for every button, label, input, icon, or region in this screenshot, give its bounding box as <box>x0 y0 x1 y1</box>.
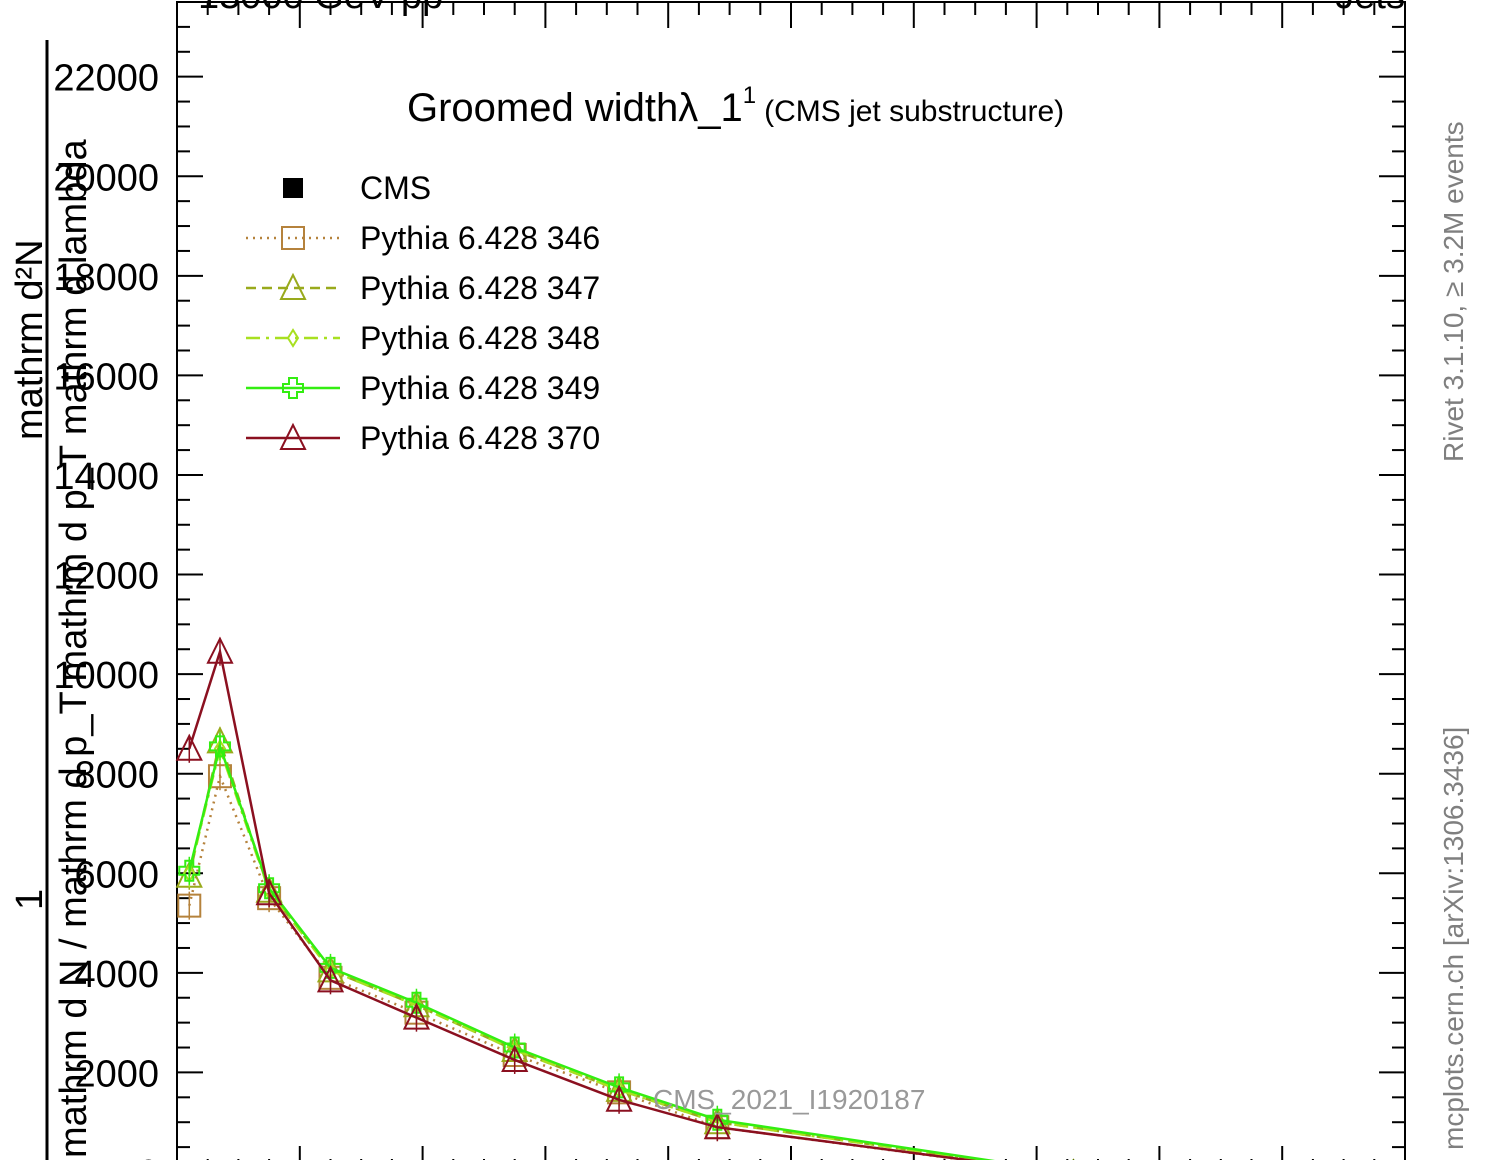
y-tick-label: 22000 <box>53 58 159 100</box>
legend-item: Pythia 6.428 349 <box>246 370 600 406</box>
y-tick-label: 4000 <box>74 954 159 996</box>
legend-label: Pythia 6.428 349 <box>360 370 600 406</box>
legend-label: Pythia 6.428 370 <box>360 420 600 456</box>
axes: 0 2000 4000 6000 8000 10000 12000 14000 16000 180… <box>53 1 1406 1160</box>
y-label-one: 1 <box>9 889 51 910</box>
y-tick-label: 10000 <box>53 655 159 697</box>
chart-title-sub: (CMS jet substructure) <box>764 95 1064 128</box>
data-point <box>706 1108 729 1131</box>
series-3 <box>183 734 1075 1160</box>
data-point <box>501 1044 529 1072</box>
watermark: CMS_2021_I1920187 <box>653 1084 925 1115</box>
chart-title-sup: 1 <box>743 82 756 109</box>
series-line <box>188 646 977 1160</box>
data-point <box>608 1076 631 1099</box>
legend-label: Pythia 6.428 347 <box>360 270 600 306</box>
legend-item: Pythia 6.428 346 <box>246 220 600 256</box>
y-tick-label: 8000 <box>74 755 159 797</box>
legend-marker <box>283 178 303 198</box>
y-tick-label: 14000 <box>53 456 159 498</box>
header-left: 13000 GeV pp <box>198 0 443 17</box>
series-5 <box>175 636 1075 1160</box>
series-4 <box>178 732 1075 1160</box>
data-point <box>178 859 201 882</box>
legend-marker <box>281 226 305 250</box>
legend-item: CMS <box>283 170 431 206</box>
series-line <box>188 736 989 1160</box>
data-point <box>402 1002 431 1030</box>
legend-marker <box>279 422 307 450</box>
data-point <box>175 733 203 761</box>
y-tick-label: 12000 <box>53 556 159 598</box>
chart-title-main: Groomed width <box>407 86 678 130</box>
legend-item: Pythia 6.428 348 <box>246 320 600 356</box>
series-line <box>188 744 989 1160</box>
y-tick-label: 2000 <box>74 1053 159 1095</box>
legend: CMS Pythia 6.428 346 Pythia 6.428 347 Pythi… <box>246 170 600 456</box>
data-point <box>503 1036 526 1059</box>
legend-label: CMS <box>360 170 431 206</box>
legend-label: Pythia 6.428 348 <box>360 320 600 356</box>
legend-item: Pythia 6.428 347 <box>246 270 600 306</box>
chart-title-symbol: λ_1 <box>678 86 743 130</box>
rivet-label: Rivet 3.1.10, ≥ 3.2M events <box>1438 121 1469 462</box>
y-axis-label: mathrm d²N 1 mathrm d N / mathrm d p_T m… <box>9 40 95 1160</box>
y-tick-label: 6000 <box>74 854 159 896</box>
chart-title: Groomed widthλ_11 (CMS jet substructure) <box>407 82 1064 130</box>
header-right: Jets <box>1335 0 1405 17</box>
legend-item: Pythia 6.428 370 <box>246 420 600 456</box>
series-line <box>188 741 996 1160</box>
mcplots-label: mcplots.cern.ch [arXiv:1306.3436] <box>1438 727 1469 1150</box>
y-tick-label: 18000 <box>53 257 159 299</box>
series-line <box>188 772 974 1160</box>
data-point <box>703 1111 731 1140</box>
legend-marker <box>282 377 304 399</box>
data-point <box>255 877 283 906</box>
legend-marker <box>279 272 307 300</box>
data-point <box>206 636 234 664</box>
legend-label: Pythia 6.428 346 <box>360 220 600 256</box>
y-label-denominator: mathrm d N / mathrm d p_T mathrm d p_T m… <box>53 139 95 1158</box>
data-point <box>605 1084 633 1112</box>
data-point <box>316 965 345 993</box>
data-point <box>177 893 202 918</box>
y-tick-label: 16000 <box>53 356 159 398</box>
data-point <box>319 956 342 979</box>
y-label-numerator: mathrm d²N <box>9 239 51 440</box>
data-point <box>208 735 231 758</box>
series-layer <box>175 636 1075 1160</box>
y-tick-label: 0 <box>138 1153 159 1160</box>
y-tick-label: 20000 <box>53 157 159 199</box>
legend-marker <box>286 328 300 348</box>
